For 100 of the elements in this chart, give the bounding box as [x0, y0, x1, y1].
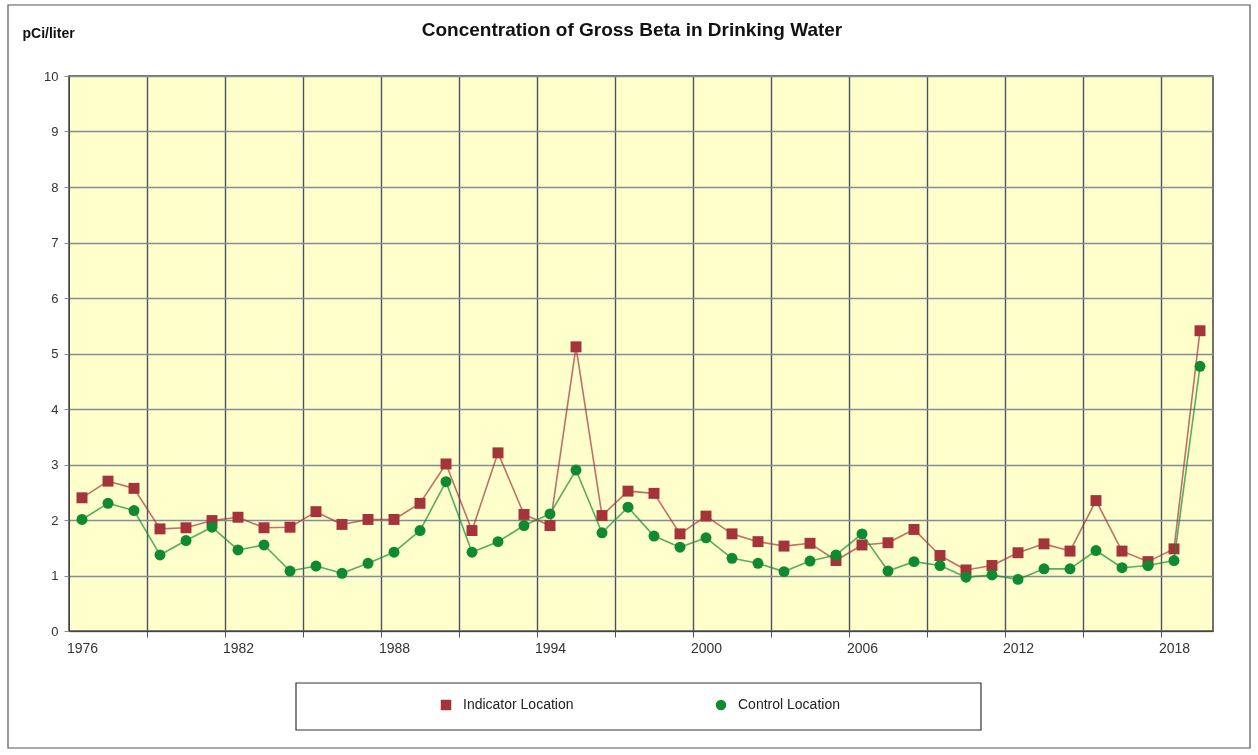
point: [544, 508, 556, 520]
point: [76, 513, 88, 525]
y-tick-label: 3: [51, 457, 59, 472]
chart-title: Concentration of Gross Beta in Drinking Water: [421, 19, 843, 41]
y-axis-title: pCi/liter: [22, 24, 76, 41]
x-tick-label: 1976: [66, 639, 99, 656]
point: [492, 536, 504, 548]
point: [596, 510, 608, 522]
point: [882, 565, 894, 577]
point: [830, 549, 842, 561]
point: [570, 341, 582, 353]
point: [908, 556, 920, 568]
legend-label: Control Location: [738, 696, 840, 712]
x-tick-label: 2000: [690, 639, 723, 656]
x-tick-label: 1982: [222, 639, 255, 656]
y-tick-label: 8: [51, 179, 59, 195]
y-tick-label: 1: [51, 568, 59, 583]
point: [284, 521, 296, 533]
point: [414, 525, 426, 537]
point: [1064, 563, 1076, 575]
point: [804, 555, 816, 567]
point: [648, 487, 660, 499]
point: [700, 510, 712, 522]
point: [1116, 562, 1128, 574]
point: [778, 540, 790, 552]
point: [310, 506, 322, 518]
y-tick-label: 7: [51, 235, 59, 250]
x-tick-label: 1988: [378, 639, 411, 656]
point: [674, 541, 686, 553]
point: [882, 537, 894, 549]
point: [856, 528, 868, 540]
point: [284, 565, 296, 577]
point: [154, 549, 166, 561]
point: [622, 485, 634, 497]
point: [778, 566, 790, 578]
point: [414, 497, 426, 509]
point: [596, 527, 608, 539]
point: [388, 546, 400, 558]
point: [102, 497, 114, 509]
point: [1038, 538, 1050, 550]
point: [622, 501, 634, 513]
point: [986, 569, 998, 581]
point: [518, 508, 530, 520]
point: [258, 522, 270, 534]
point: [544, 520, 556, 532]
x-tick-label: 1994: [534, 639, 567, 656]
point: [752, 536, 764, 548]
x-tick-label: 2012: [1002, 639, 1035, 656]
point: [1038, 563, 1050, 575]
point: [726, 552, 738, 564]
point: [180, 535, 192, 546]
y-tick-label: 2: [51, 512, 59, 528]
point: [180, 522, 192, 534]
point: [1012, 547, 1024, 559]
point: [128, 482, 140, 494]
point: [518, 520, 530, 532]
point: [1090, 545, 1102, 556]
legend-label: Indicator Location: [463, 696, 574, 712]
point: [232, 511, 244, 523]
point: [752, 557, 764, 569]
point: [336, 518, 348, 530]
y-tick-label: 6: [51, 290, 59, 306]
point: [960, 571, 972, 583]
point: [362, 513, 374, 525]
point: [492, 447, 504, 459]
point: [1116, 545, 1128, 557]
point: [440, 458, 452, 470]
point: [648, 530, 660, 542]
point: [1064, 545, 1076, 557]
point: [1194, 325, 1206, 337]
point: [1012, 573, 1024, 585]
y-tick-label: 10: [44, 68, 59, 84]
point: [388, 513, 400, 525]
point: [1142, 560, 1154, 571]
point: [76, 492, 88, 504]
y-tick-label: 4: [51, 401, 59, 417]
point: [466, 525, 478, 537]
x-tick-label: 2018: [1158, 639, 1191, 656]
y-tick-label: 5: [51, 346, 59, 361]
point: [700, 532, 712, 544]
point: [232, 544, 244, 556]
point: [310, 560, 322, 572]
point: [1168, 555, 1180, 566]
point: [154, 523, 166, 535]
point: [726, 528, 738, 540]
point: [102, 475, 114, 487]
point: [466, 546, 478, 558]
y-tick-label: 0: [51, 623, 59, 639]
point: [934, 560, 946, 571]
point: [128, 505, 140, 517]
point: [362, 557, 374, 569]
point: [570, 464, 582, 476]
point: [674, 528, 686, 540]
point: [258, 539, 270, 551]
point: [804, 537, 816, 549]
y-tick-label: 9: [51, 124, 59, 139]
point: [1090, 495, 1102, 507]
x-tick-label: 2006: [846, 639, 879, 656]
point: [1194, 360, 1206, 372]
point: [336, 567, 348, 579]
